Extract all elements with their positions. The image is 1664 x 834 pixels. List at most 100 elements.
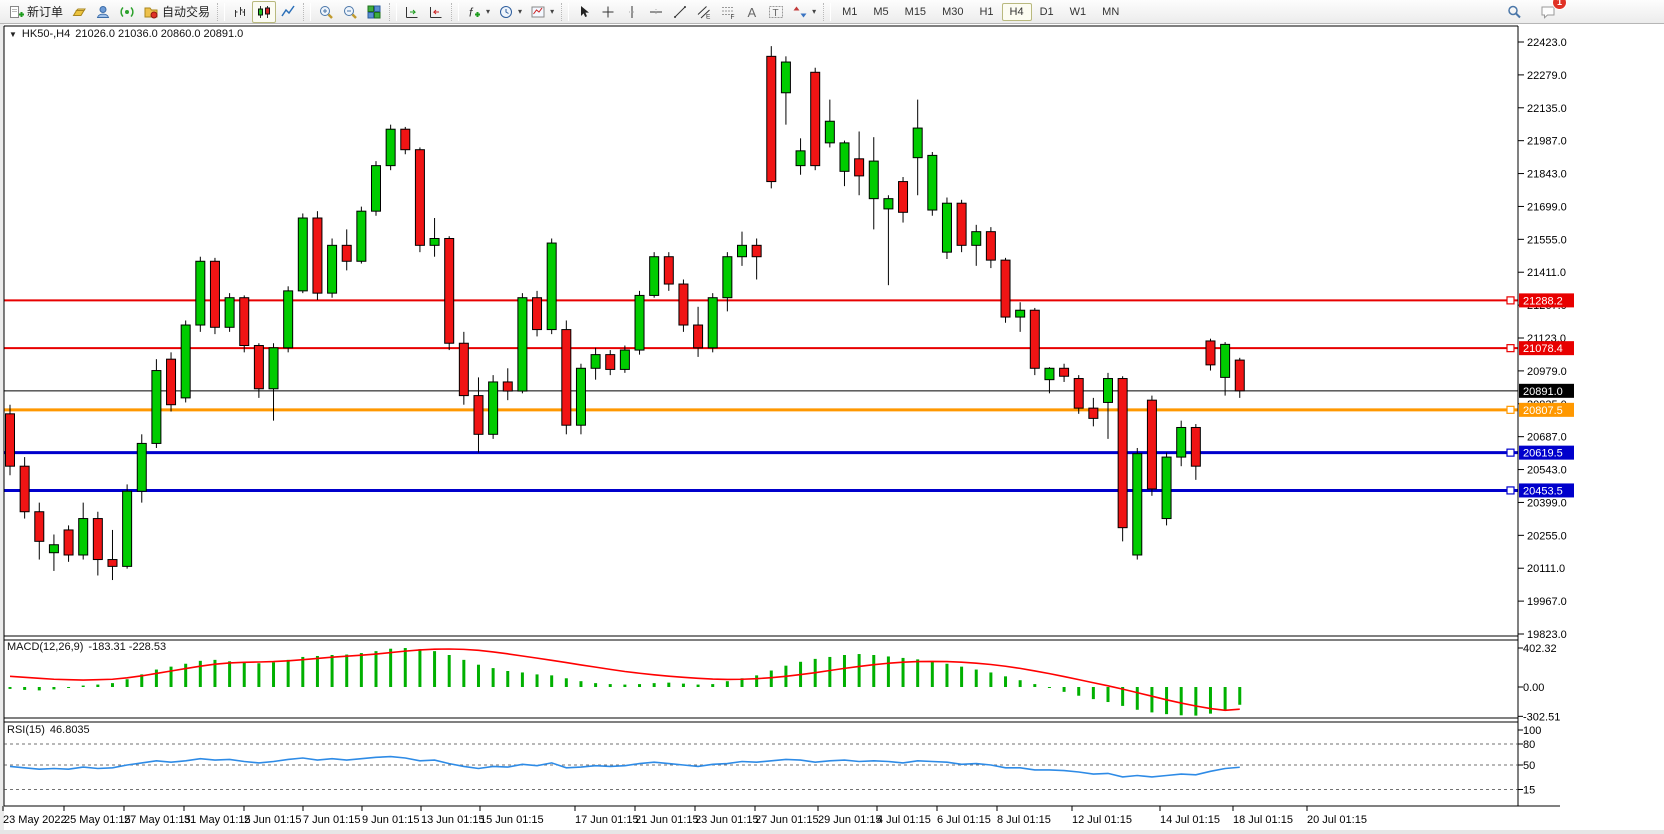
gold-button[interactable]	[67, 1, 91, 23]
fibonacci-button[interactable]: F	[716, 1, 740, 23]
periods-button[interactable]: ▾	[494, 1, 526, 23]
dropdown-arrow-icon[interactable]: ▾	[518, 7, 523, 16]
candle-body	[224, 297, 235, 328]
candle-body	[1029, 309, 1040, 369]
timeframe-w1-button[interactable]: W1	[1069, 5, 1087, 18]
hline-handle[interactable]	[1506, 486, 1515, 495]
community-icon	[96, 5, 110, 18]
chat-button[interactable]: 1	[1536, 0, 1567, 23]
text-label-button[interactable]: T	[764, 1, 788, 23]
timeframe-group: M1 M5 M15 M30 H1 H4 D1 W1 MN	[834, 2, 1127, 21]
candle-body	[414, 149, 425, 246]
text-label-icon: T	[769, 5, 784, 19]
candle-body	[429, 237, 440, 246]
price-tag-value: 20891.0	[1523, 386, 1563, 398]
price-axis-label: 22135.0	[1527, 103, 1567, 115]
candle-body	[473, 395, 484, 435]
new-order-button[interactable]: 新订单	[4, 1, 67, 23]
cursor-button[interactable]	[572, 1, 596, 23]
signal-button[interactable]	[115, 1, 139, 23]
candle-body	[1132, 453, 1143, 556]
chart-shift-button[interactable]	[424, 1, 448, 23]
auto-trading-button[interactable]: 自动交易	[139, 1, 214, 23]
price-tag	[1519, 293, 1574, 308]
candle-body	[209, 260, 220, 328]
candle-body	[941, 202, 952, 253]
candle-chart-button[interactable]	[252, 0, 277, 23]
timeframe-h1-button[interactable]: H1	[979, 5, 994, 18]
timeframe-m1-button[interactable]: M1	[842, 5, 858, 18]
horizontal-line-button[interactable]	[644, 1, 668, 23]
macd-name: MACD(12,26,9)	[7, 641, 84, 653]
indicators-button[interactable]: f ▾	[462, 1, 494, 23]
rsi-axis-label: 50	[1523, 760, 1535, 772]
candle-body	[19, 465, 30, 513]
date-axis-label: 23 Jun 01:15	[695, 814, 759, 826]
trendline-button[interactable]	[668, 1, 692, 23]
hline-handle[interactable]	[1506, 448, 1515, 457]
dropdown-arrow-icon[interactable]: ▾	[550, 7, 555, 16]
tile-windows-icon	[367, 5, 381, 18]
candle-body	[854, 158, 865, 177]
candle-chart-icon	[258, 5, 271, 18]
dropdown-arrow-icon[interactable]: ▾	[812, 7, 817, 16]
timeframe-m15-button[interactable]: M15	[904, 5, 927, 18]
community-button[interactable]	[91, 1, 115, 23]
toolbar: 新订单 自动交易 f ▾ ▾ ▾ E F A T ▾ M1 M5 M15 M30 H1 H4 D1 W1 MN 1	[0, 0, 1664, 24]
timeframe-h4-button[interactable]: H4	[1001, 2, 1032, 21]
timeframe-m30-button[interactable]: M30	[942, 5, 964, 18]
vertical-line-button[interactable]	[620, 1, 644, 23]
price-axis-label: 20399.0	[1527, 497, 1567, 509]
gold-icon	[72, 8, 86, 16]
timeframe-mn-button[interactable]: MN	[1102, 5, 1120, 18]
candle-body	[590, 354, 601, 369]
price-axis-label: 20255.0	[1527, 530, 1567, 542]
candle-body	[1088, 407, 1099, 419]
periods-icon	[500, 5, 513, 18]
date-axis-label: 12 Jul 01:15	[1072, 814, 1132, 826]
equidistant-channel-button[interactable]: E	[692, 1, 716, 23]
crosshair-button[interactable]	[596, 1, 620, 23]
chart-title: ▼ HK50-,H4 21026.0 21036.0 20860.0 20891…	[9, 28, 243, 40]
candle-body	[722, 256, 733, 299]
search-button[interactable]	[1502, 1, 1526, 23]
price-axis-label: 20979.0	[1527, 366, 1567, 378]
date-axis-label: 27 Jun 01:15	[755, 814, 819, 826]
hline-handle[interactable]	[1506, 405, 1515, 414]
price-axis-label: 19967.0	[1527, 596, 1567, 608]
candle-body	[912, 127, 923, 159]
candle-body	[400, 128, 411, 151]
bar-chart-button[interactable]	[228, 1, 252, 23]
chart-title-dropdown-icon[interactable]: ▼	[9, 29, 17, 39]
zoom-out-button[interactable]	[338, 1, 362, 23]
candle-body	[151, 370, 162, 444]
ohlc-close: 20891.0	[203, 28, 244, 40]
toolbar-separator	[561, 2, 570, 21]
candle-body	[766, 55, 777, 183]
zoom-in-button[interactable]	[314, 1, 338, 23]
auto-scroll-button[interactable]	[400, 1, 424, 23]
tile-windows-button[interactable]	[362, 1, 386, 23]
price-tag-value: 20619.5	[1523, 448, 1563, 460]
date-axis-label: 21 Jun 01:15	[635, 814, 699, 826]
arrows-button[interactable]: ▾	[788, 1, 820, 23]
hline-handle[interactable]	[1506, 296, 1515, 305]
text-button[interactable]: A	[740, 1, 764, 23]
timeframe-d1-button[interactable]: D1	[1039, 5, 1054, 18]
candle-body	[312, 217, 323, 294]
toolbar-group: f ▾ ▾ ▾	[462, 1, 558, 23]
date-axis-label: 17 Jun 01:15	[575, 814, 639, 826]
macd-signal-line	[9, 648, 1240, 712]
price-axis-label: 22279.0	[1527, 70, 1567, 82]
candle-body	[634, 294, 645, 351]
timeframe-m5-button[interactable]: M5	[873, 5, 889, 18]
dropdown-arrow-icon[interactable]: ▾	[486, 7, 491, 16]
hline-handle[interactable]	[1506, 344, 1515, 353]
svg-text:F: F	[731, 14, 735, 20]
line-chart-button[interactable]	[276, 1, 300, 23]
templates-button[interactable]: ▾	[526, 1, 558, 23]
macd-values: -183.31 -228.53	[88, 641, 167, 653]
svg-text:A: A	[748, 5, 757, 20]
horizontal-line-icon	[650, 8, 663, 15]
